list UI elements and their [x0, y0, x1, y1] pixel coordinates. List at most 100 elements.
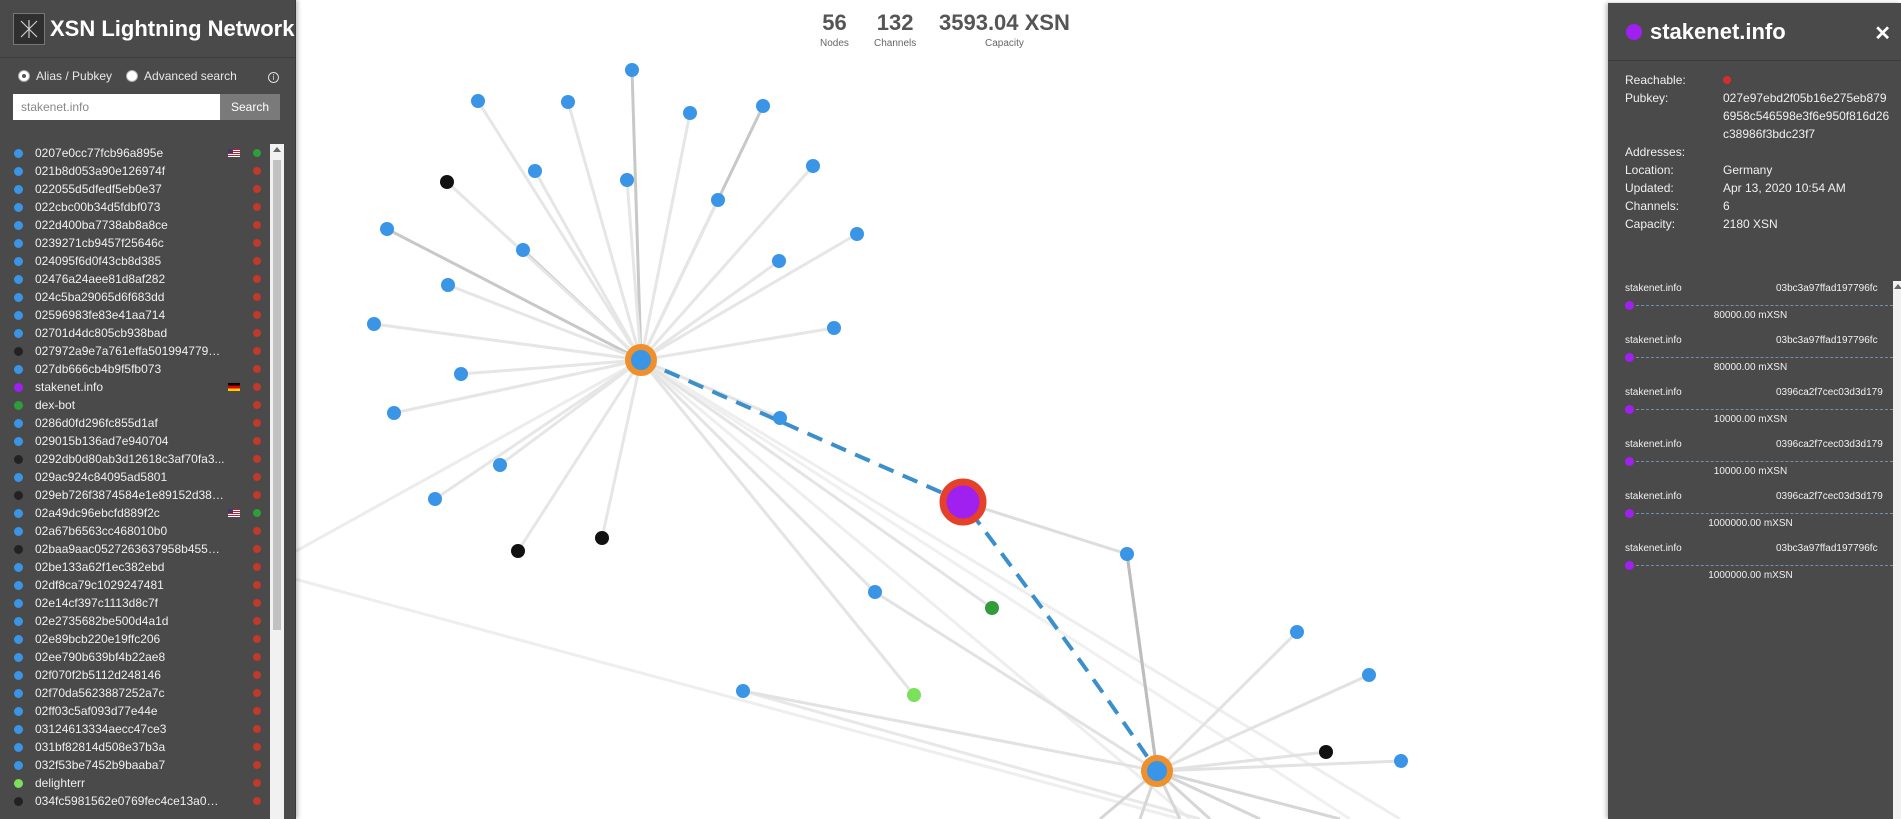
graph-node[interactable]: [471, 94, 485, 108]
close-icon[interactable]: ✕: [1874, 23, 1891, 45]
channel-capacity: 80000.00 mXSN: [1713, 310, 1788, 321]
graph-node[interactable]: [454, 367, 468, 381]
graph-node[interactable]: [868, 585, 882, 599]
radio-advanced-search[interactable]: [126, 70, 139, 82]
graph-node[interactable]: [711, 193, 725, 207]
node-list-item[interactable]: 034fc5981562e0769fec4ce13a0bf...: [0, 792, 284, 810]
graph-node[interactable]: [387, 406, 401, 420]
channel-line: [1636, 461, 1893, 462]
graph-node[interactable]: [620, 173, 634, 187]
hub-node[interactable]: [625, 344, 657, 376]
node-list-item[interactable]: 024c5ba29065d6f683dd: [0, 288, 284, 306]
selected-node[interactable]: [939, 478, 987, 526]
node-list-item[interactable]: 03124613334aecc47ce3: [0, 720, 284, 738]
graph-node[interactable]: [827, 321, 841, 335]
graph-edge: [1155, 630, 1299, 773]
node-list-item[interactable]: 029ac924c84095ad5801: [0, 468, 284, 486]
graph-node[interactable]: [367, 317, 381, 331]
graph-node[interactable]: [595, 531, 609, 545]
node-list-item[interactable]: 02f070f2b5112d248146: [0, 666, 284, 684]
channel-item[interactable]: stakenet.info 03bc3a97ffad197796fc 1000000…: [1608, 541, 1893, 593]
graph-node[interactable]: [1290, 625, 1304, 639]
graph-node[interactable]: [625, 63, 639, 77]
graph-node[interactable]: [528, 164, 542, 178]
node-list-item[interactable]: 022055d5dfedf5eb0e37: [0, 180, 284, 198]
node-list-item[interactable]: 027db666cb4b9f5fb073: [0, 360, 284, 378]
node-list-item[interactable]: 02be133a62f1ec382ebd: [0, 558, 284, 576]
search-button[interactable]: Search: [220, 94, 280, 120]
node-list-item[interactable]: 0292db0d80ab3d12618c3af70fa3...: [0, 450, 284, 468]
node-list-item[interactable]: 02ee790b639bf4b22ae8: [0, 648, 284, 666]
graph-node[interactable]: [441, 278, 455, 292]
node-list-item[interactable]: 02e89bcb220e19ffc206: [0, 630, 284, 648]
node-list-scrollbar[interactable]: [270, 144, 284, 819]
graph-node[interactable]: [1362, 668, 1376, 682]
channel-item[interactable]: stakenet.info 0396ca2f7cec03d3d179 10000.0…: [1608, 385, 1893, 437]
node-list-item[interactable]: 022d400ba7738ab8a8ce: [0, 216, 284, 234]
node-list-item[interactable]: 02476a24aee81d8af282: [0, 270, 284, 288]
graph-edge: [279, 573, 1181, 819]
graph-edge: [640, 326, 835, 362]
graph-node[interactable]: [756, 99, 770, 113]
graph-node[interactable]: [1319, 745, 1333, 759]
graph-node[interactable]: [772, 254, 786, 268]
graph-node[interactable]: [516, 243, 530, 257]
radio-alias-pubkey[interactable]: [18, 70, 30, 82]
node-list-item[interactable]: 024095f6d0f43cb8d385: [0, 252, 284, 270]
channel-item[interactable]: stakenet.info 0396ca2f7cec03d3d179 10000.0…: [1608, 437, 1893, 489]
graph-node[interactable]: [1120, 547, 1134, 561]
hub-node[interactable]: [1141, 755, 1173, 787]
scroll-up-arrow-icon[interactable]: [1894, 284, 1901, 289]
node-list-item[interactable]: 02baa9aac0527263637958b45516...: [0, 540, 284, 558]
node-list-item[interactable]: 02a67b6563cc468010b0: [0, 522, 284, 540]
graph-node[interactable]: [773, 411, 787, 425]
node-list-item[interactable]: 032f53be7452b9baaba7: [0, 756, 284, 774]
search-input[interactable]: [13, 94, 220, 120]
graph-node[interactable]: [850, 227, 864, 241]
channel-list-scrollbar[interactable]: [1893, 281, 1901, 819]
node-list-item[interactable]: 02e14cf397c1113d8c7f: [0, 594, 284, 612]
graph-node[interactable]: [440, 175, 454, 189]
graph-node[interactable]: [428, 492, 442, 506]
radio-label-advanced: Advanced search: [144, 69, 237, 83]
node-list-item[interactable]: 02596983fe83e41aa714: [0, 306, 284, 324]
node-list-item[interactable]: 0286d0fd296fc855d1af: [0, 414, 284, 432]
node-list-item[interactable]: 02ff03c5af093d77e44e: [0, 702, 284, 720]
channel-item[interactable]: stakenet.info 03bc3a97ffad197796fc 80000.0…: [1608, 333, 1893, 385]
node-list-item[interactable]: stakenet.info: [0, 378, 284, 396]
scroll-thumb[interactable]: [273, 160, 281, 630]
graph-node[interactable]: [736, 684, 750, 698]
node-list-item[interactable]: 029015b136ad7e940704: [0, 432, 284, 450]
channel-item[interactable]: stakenet.info 0396ca2f7cec03d3d179 1000000…: [1608, 489, 1893, 541]
graph-node[interactable]: [806, 159, 820, 173]
node-list-item[interactable]: 029eb726f3874584e1e89152d388...: [0, 486, 284, 504]
channel-item[interactable]: stakenet.info 03bc3a97ffad197796fc 80000.0…: [1608, 281, 1893, 333]
node-list-item[interactable]: 021b8d053a90e126974f: [0, 162, 284, 180]
node-list-item[interactable]: 02a49dc96ebcfd889f2c: [0, 504, 284, 522]
node-list-item[interactable]: 02701d4dc805cb938bad: [0, 324, 284, 342]
graph-node[interactable]: [380, 222, 394, 236]
channel-line: [1636, 513, 1893, 514]
graph-node[interactable]: [985, 601, 999, 615]
node-list-item[interactable]: delighterr: [0, 774, 284, 792]
node-list-item[interactable]: 022cbc00b34d5fdbf073: [0, 198, 284, 216]
node-list-item[interactable]: 02df8ca79c1029247481: [0, 576, 284, 594]
node-list-item[interactable]: 02e2735682be500d4a1d: [0, 612, 284, 630]
graph-node[interactable]: [907, 688, 921, 702]
scroll-up-arrow-icon[interactable]: [273, 147, 281, 152]
node-list-item[interactable]: 027972a9e7a761effa501994779cc...: [0, 342, 284, 360]
node-list-item[interactable]: 02f70da5623887252a7c: [0, 684, 284, 702]
info-icon[interactable]: i: [268, 72, 279, 83]
node-list-item[interactable]: 0239271cb9457f25646c: [0, 234, 284, 252]
graph-node[interactable]: [1394, 754, 1408, 768]
node-list-item[interactable]: 0207e0cc77fcb96a895e: [0, 144, 284, 162]
node-list-item[interactable]: dex-bot: [0, 396, 284, 414]
graph-node[interactable]: [493, 458, 507, 472]
node-list-item[interactable]: 031bf82814d508e37b3a: [0, 738, 284, 756]
app-title: XSN Lightning Network: [50, 15, 295, 41]
graph-node[interactable]: [683, 106, 697, 120]
graph-node[interactable]: [511, 544, 525, 558]
graph-node[interactable]: [561, 95, 575, 109]
node-color-dot: [14, 670, 23, 680]
